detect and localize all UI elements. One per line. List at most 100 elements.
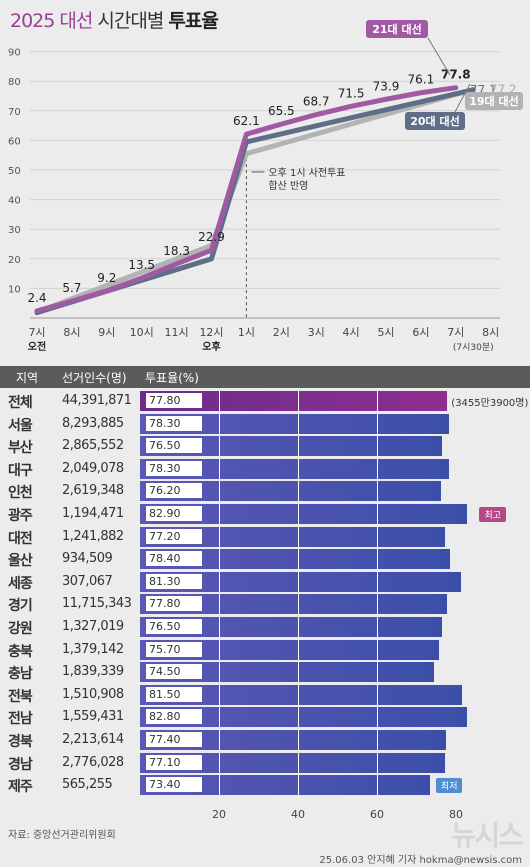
- bar-gridline: [377, 413, 378, 434]
- bar-gridline: [377, 481, 378, 502]
- bar-gridline: [219, 752, 220, 773]
- bar-gridline: [298, 617, 299, 637]
- bar-gridline: [377, 775, 378, 796]
- y-tick-label: 60: [8, 136, 21, 147]
- table-row: 대구 2,049,078 78.30: [0, 458, 530, 480]
- rate-bar: [140, 481, 441, 502]
- voter-count: 2,865,552: [62, 438, 124, 454]
- bar-gridline: [377, 549, 378, 570]
- bar-x-tick: 40: [291, 808, 305, 821]
- region-name: 전체: [8, 395, 33, 411]
- bar-gridline: [298, 752, 299, 773]
- rate-bar: [140, 684, 462, 705]
- bar-gridline: [219, 662, 220, 683]
- bar-gridline: [377, 594, 378, 615]
- line-chart: 10 20 30 40 50 60 70 80 90 7시 8시 9시 10시 11시 12시 1시 2시 3시 4…: [8, 20, 523, 353]
- data-label: 68.7: [303, 95, 330, 109]
- bar-gridline: [219, 481, 220, 502]
- bar-x-tick: 80: [449, 808, 463, 821]
- annotation-line2: 합산 반영: [268, 180, 308, 192]
- table-row: 경기 11,715,343 77.80: [0, 593, 530, 615]
- total-voters-note: (3455만3900명): [451, 398, 529, 409]
- table-row: 충남 1,839,339 74.50: [0, 661, 530, 683]
- voter-count: 2,049,078: [62, 460, 124, 476]
- bar-gridline: [219, 458, 220, 479]
- table-row: 전남 1,559,431 82.80: [0, 706, 530, 728]
- bar-gridline: [298, 662, 299, 683]
- table-row: 대전 1,241,882 77.20: [0, 526, 530, 548]
- data-label: 18.3: [163, 244, 190, 258]
- voter-count: 1,510,908: [62, 686, 124, 702]
- header-region: 지역: [16, 371, 39, 385]
- bar-gridline: [377, 504, 378, 524]
- bar-gridline: [219, 684, 220, 705]
- rate-value: 82.80: [146, 709, 202, 725]
- rate-value: 76.50: [146, 619, 202, 634]
- region-name: 인천: [8, 485, 33, 502]
- y-tick-label: 40: [8, 196, 21, 207]
- bar-gridline: [219, 504, 220, 524]
- table-header: 지역 선거인수(명) 투표율(%): [0, 366, 530, 388]
- voter-count: 307,067: [62, 573, 113, 589]
- bar-x-tick: 20: [212, 808, 226, 821]
- rate-bar: [140, 504, 468, 524]
- legend-20-bg: [405, 112, 465, 130]
- region-name: 충남: [8, 666, 33, 683]
- region-name: 경북: [8, 734, 33, 750]
- rate-value: 73.40: [146, 777, 202, 793]
- x-tick-label: 11시: [165, 326, 189, 339]
- bar-gridline: [377, 458, 378, 479]
- rate-bar: [140, 752, 445, 773]
- region-name: 전남: [8, 711, 33, 728]
- rate-bar: [140, 391, 448, 411]
- data-label: 65.5: [268, 104, 295, 118]
- x-sub-am: 오전: [28, 340, 46, 353]
- rate-value: 77.80: [146, 596, 202, 612]
- region-name: 충북: [8, 643, 33, 660]
- rate-bar: [140, 413, 450, 434]
- rate-bar: [140, 526, 445, 547]
- bar-gridline: [377, 730, 378, 750]
- bar-gridline: [377, 752, 378, 773]
- bar-gridline: [377, 662, 378, 683]
- bar-gridline: [377, 571, 378, 592]
- rate-value: 77.80: [146, 393, 202, 408]
- bar-gridline: [219, 730, 220, 750]
- voter-count: 8,293,885: [62, 415, 124, 431]
- voter-count: 1,839,339: [62, 664, 124, 680]
- rate-value: 78.30: [146, 415, 202, 431]
- legend-20: 20대 대선: [410, 114, 460, 128]
- rate-value: 77.10: [146, 754, 202, 770]
- data-label: 76.1: [408, 73, 435, 87]
- rate-bar: [140, 730, 446, 750]
- bar-gridline: [298, 436, 299, 457]
- region-name: 강원: [8, 621, 33, 637]
- table-row: 광주 1,194,471 82.90 최고: [0, 503, 530, 525]
- voter-count: 1,327,019: [62, 619, 124, 634]
- data-label: 22.9: [198, 230, 225, 244]
- table-row: 부산 2,865,552 76.50: [0, 435, 530, 457]
- voter-count: 1,379,142: [62, 641, 124, 657]
- bar-gridline: [298, 504, 299, 524]
- table-row: 제주 565,255 73.40 최저: [0, 774, 530, 796]
- bar-gridline: [298, 707, 299, 728]
- bar-gridline: [377, 684, 378, 705]
- bar-gridline: [377, 617, 378, 637]
- table-row: 강원 1,327,019 76.50: [0, 616, 530, 638]
- region-name: 경남: [8, 756, 33, 773]
- table-row: 경남 2,776,028 77.10: [0, 752, 530, 774]
- bar-gridline: [219, 707, 220, 728]
- header-rate: 투표율(%): [145, 371, 199, 385]
- bar-gridline: [377, 526, 378, 547]
- title-word1: 대선: [59, 10, 93, 32]
- bar-gridline: [219, 549, 220, 570]
- annotation-line1: 오후 1시 사전투표: [268, 167, 345, 179]
- table-row: 세종 307,067 81.30: [0, 571, 530, 593]
- x-tick-label: 1시: [238, 326, 255, 339]
- x-tick-label: 8시: [482, 326, 499, 339]
- rate-value: 77.40: [146, 732, 202, 747]
- rate-bar: [140, 571, 462, 592]
- table-row: 전체 44,391,871 77.80 (3455만3900명): [0, 390, 530, 412]
- x-sub-pm: 오후: [202, 340, 220, 353]
- data-label: 77.8: [441, 68, 471, 82]
